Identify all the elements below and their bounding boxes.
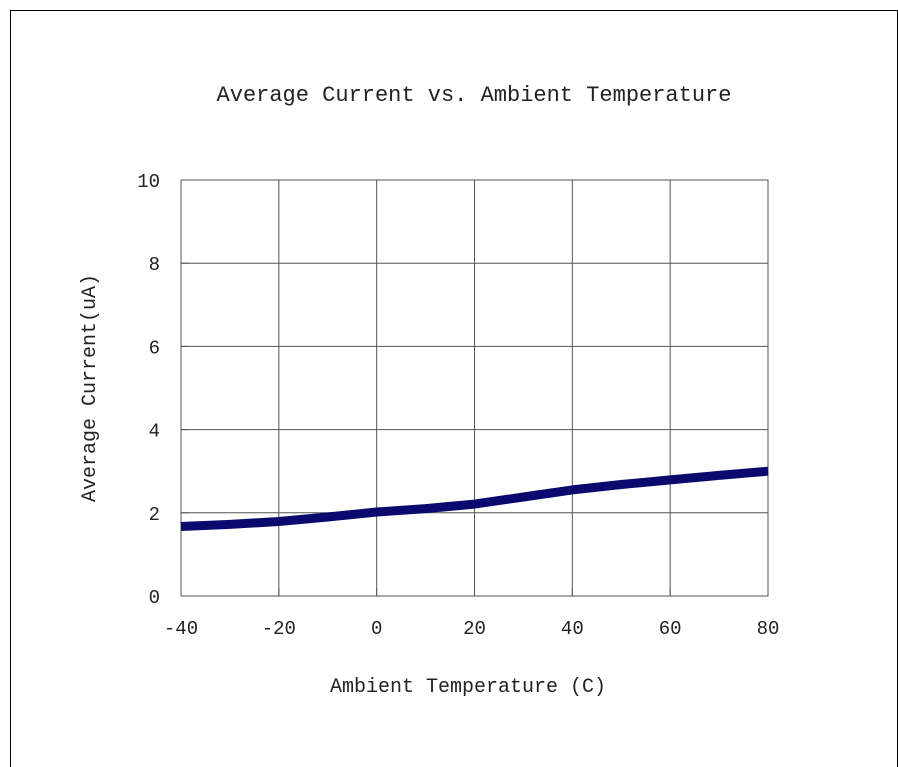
y-axis-label: Average Current(uA) (79, 274, 102, 502)
x-tick-label: -40 (164, 618, 198, 640)
y-tick-label: 4 (149, 421, 160, 443)
x-tick-label: 20 (463, 618, 486, 640)
y-tick-label: 8 (149, 254, 160, 276)
chart-title: Average Current vs. Ambient Temperature (217, 83, 732, 108)
y-tick-label: 0 (149, 587, 160, 609)
y-tick-label: 6 (149, 337, 160, 359)
grid (180, 179, 769, 597)
x-tick-label: -20 (262, 618, 296, 640)
x-axis-ticks: -40 -20 0 20 40 60 80 (164, 588, 780, 640)
y-axis-ticks: 0 2 4 6 8 10 (137, 171, 189, 609)
y-tick-label: 2 (149, 504, 160, 526)
x-axis-label: Ambient Temperature (C) (330, 676, 606, 699)
x-tick-label: 0 (371, 618, 382, 640)
x-tick-label: 60 (659, 618, 682, 640)
series-layer (180, 466, 769, 531)
x-tick-label: 40 (561, 618, 584, 640)
series-line (180, 466, 769, 531)
x-tick-label: 80 (757, 618, 780, 640)
y-tick-label: 10 (137, 171, 160, 193)
chart-figure (10, 10, 898, 767)
